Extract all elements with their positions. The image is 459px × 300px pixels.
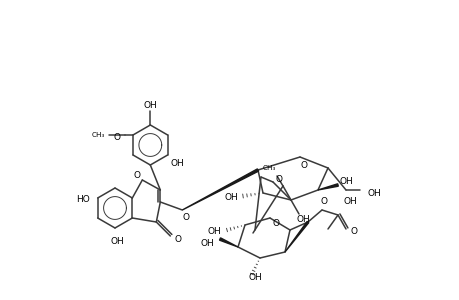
Text: OH: OH: [296, 215, 309, 224]
Text: O: O: [272, 220, 279, 229]
Text: OH: OH: [200, 238, 213, 247]
Text: OH: OH: [207, 227, 220, 236]
Text: O: O: [114, 133, 121, 142]
Polygon shape: [182, 169, 258, 210]
Text: OH: OH: [247, 274, 261, 283]
Text: OH: OH: [110, 238, 123, 247]
Text: CH₃: CH₃: [91, 132, 105, 138]
Text: O: O: [300, 160, 307, 169]
Text: O: O: [275, 176, 282, 184]
Text: OH: OH: [342, 197, 356, 206]
Text: O: O: [182, 214, 190, 223]
Polygon shape: [285, 221, 308, 252]
Text: OH: OH: [338, 178, 352, 187]
Text: O: O: [350, 226, 357, 236]
Text: OH: OH: [143, 100, 157, 109]
Polygon shape: [317, 184, 337, 190]
Text: OH: OH: [170, 158, 184, 167]
Polygon shape: [219, 238, 237, 247]
Text: OH: OH: [366, 190, 380, 199]
Text: O: O: [174, 236, 181, 244]
Text: HO: HO: [76, 196, 90, 205]
Text: O: O: [134, 170, 140, 179]
Text: CH₃: CH₃: [262, 165, 275, 171]
Text: OH: OH: [224, 194, 237, 202]
Text: O: O: [320, 197, 327, 206]
